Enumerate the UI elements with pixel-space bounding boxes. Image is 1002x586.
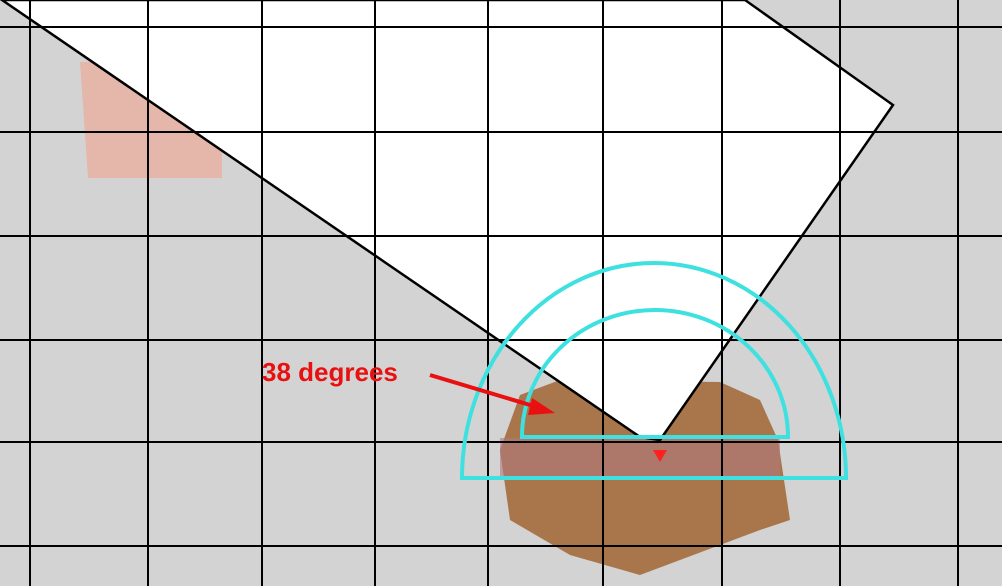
white-rectangle [0,0,895,442]
arrow-head [528,398,555,415]
faint-shape [80,62,222,178]
arrow-shaft [429,373,541,410]
protractor-outer [459,261,849,480]
protractor-inner [519,308,791,439]
checkered-strip [500,438,780,478]
angle-label: 38 degrees [262,357,398,387]
pivot-marker [653,450,667,462]
